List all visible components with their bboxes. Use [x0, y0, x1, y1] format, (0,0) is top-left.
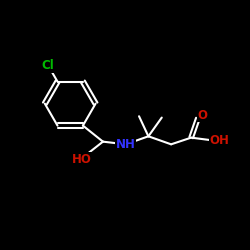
Text: Cl: Cl [42, 59, 54, 72]
Text: HO: HO [72, 153, 92, 166]
Text: NH: NH [116, 138, 136, 151]
Text: OH: OH [210, 134, 230, 147]
Text: O: O [198, 109, 208, 122]
